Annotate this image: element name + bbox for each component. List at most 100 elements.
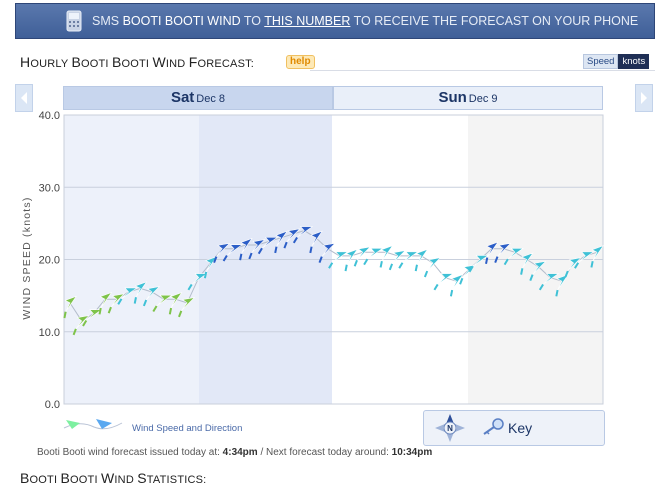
wind-arrow-tail: [574, 262, 580, 269]
wind-arrow: [388, 250, 407, 271]
wind-arrow-head: [121, 287, 138, 300]
legend-arrows-icon: [63, 419, 123, 430]
sms-text: SMS BOOTI BOOTI WIND TO THIS NUMBER TO R…: [92, 14, 639, 28]
wind-speed-line: [69, 230, 598, 322]
wind-arrow-tail: [590, 260, 594, 268]
wind-arrow-head: [169, 292, 183, 309]
wind-arrow: [274, 230, 288, 254]
wind-arrow-head: [226, 244, 244, 256]
wind-arrow-tail: [178, 310, 183, 318]
next-day-button[interactable]: [635, 84, 653, 112]
wind-arrow-head: [402, 251, 419, 263]
wind-arrow-head: [332, 251, 349, 263]
wind-arrow-tail: [222, 255, 228, 262]
wind-arrow: [363, 247, 384, 266]
wind-arrow-head: [286, 228, 301, 243]
y-tick-label: 30.0: [39, 182, 60, 194]
wind-arrow-tail: [529, 274, 534, 281]
wind-arrow: [433, 273, 454, 291]
wind-arrow-tail: [555, 289, 559, 297]
wind-arrow: [318, 242, 336, 263]
wind-arrow-tail: [72, 328, 77, 336]
wind-arrow-tail: [414, 264, 418, 272]
wind-arrow: [529, 260, 547, 281]
wind-arrow-head: [345, 248, 359, 265]
wind-arrow-head: [521, 252, 534, 269]
wind-arrow-tail: [309, 246, 313, 254]
key-icon: [483, 418, 504, 435]
forecast-issued-text: Booti Booti wind forecast issued today a…: [37, 447, 433, 458]
help-button[interactable]: help: [286, 55, 315, 69]
wind-arrow: [283, 228, 301, 249]
title-divider: [310, 70, 655, 71]
wind-arrow-head: [156, 294, 173, 307]
day-tab-sat[interactable]: Sat Dec 8: [63, 86, 333, 110]
wind-arrow: [423, 257, 442, 278]
wind-arrow: [520, 252, 534, 275]
wind-arrow-tail: [142, 299, 148, 307]
wind-arrow-head: [356, 246, 371, 261]
chevron-left-icon: [21, 92, 27, 104]
wind-arrow-head: [134, 281, 148, 298]
wind-arrow-head: [437, 273, 454, 285]
compass-north-label: N: [447, 424, 453, 433]
wind-arrow-tail: [459, 277, 464, 285]
wind-arrow: [494, 242, 512, 263]
key-label: Key: [508, 420, 533, 436]
wind-arrow-tail: [423, 270, 429, 278]
wind-arrow-head: [451, 274, 464, 291]
wind-arrow-tail: [433, 283, 439, 291]
wind-arrow-head: [99, 292, 113, 309]
wind-arrow-tail: [257, 247, 263, 255]
speed-unit-label[interactable]: Speed: [583, 54, 619, 69]
y-tick-label: 40.0: [39, 110, 60, 122]
wind-arrow-tail: [117, 298, 123, 305]
wind-arrow: [292, 226, 314, 244]
wind-arrow: [564, 257, 582, 278]
wind-arrow: [344, 248, 359, 272]
wind-arrow-tail: [248, 252, 253, 260]
wind-arrow: [414, 248, 429, 272]
wind-arrow-head: [310, 230, 323, 247]
wind-arrow: [168, 292, 183, 315]
unit-toggle: Speed knots: [583, 54, 650, 69]
wind-arrow-tail: [485, 257, 489, 265]
this-number-link[interactable]: THIS NUMBER: [264, 14, 351, 28]
wind-arrow: [574, 251, 595, 269]
wind-arrow: [353, 246, 371, 267]
wind-arrow: [72, 315, 90, 336]
wind-arrow-head: [556, 274, 569, 291]
wind-arrow: [187, 273, 208, 291]
wind-arrow-head: [567, 257, 582, 272]
wind-arrow-tail: [388, 263, 394, 271]
wind-arrow: [590, 245, 605, 268]
wind-arrow-head: [275, 230, 288, 247]
wind-arrow-tail: [274, 246, 278, 254]
compass-icon: N: [435, 414, 465, 442]
wind-arrow: [468, 255, 489, 273]
wind-arrow: [449, 274, 464, 297]
wind-arrow-tail: [152, 305, 158, 313]
wind-arrow: [538, 273, 560, 291]
wind-arrow: [328, 251, 349, 269]
wind-arrow-head: [145, 286, 161, 301]
wind-arrow-head: [472, 255, 489, 267]
wind-arrow-head: [110, 293, 125, 308]
y-axis-label: WIND SPEED (knots): [21, 196, 33, 319]
wind-arrow-head: [75, 315, 90, 330]
phone-icon: [66, 10, 82, 32]
wind-arrow: [98, 292, 113, 315]
wind-arrow-head: [296, 226, 314, 238]
key-button[interactable]: N Key: [423, 410, 605, 446]
prev-day-button[interactable]: [15, 84, 33, 112]
knots-unit-button[interactable]: knots: [618, 54, 650, 69]
legend-label: Wind Speed and Direction: [132, 423, 243, 434]
wind-arrow: [239, 237, 253, 261]
wind-arrow-head: [86, 309, 103, 321]
wind-arrow-tail: [203, 271, 208, 279]
day-tab-sun[interactable]: Sun Dec 9: [333, 86, 603, 110]
wind-arrow-head: [486, 241, 499, 258]
wind-arrow: [309, 230, 323, 254]
wind-arrow-head: [191, 273, 208, 285]
wind-arrow: [117, 287, 138, 305]
